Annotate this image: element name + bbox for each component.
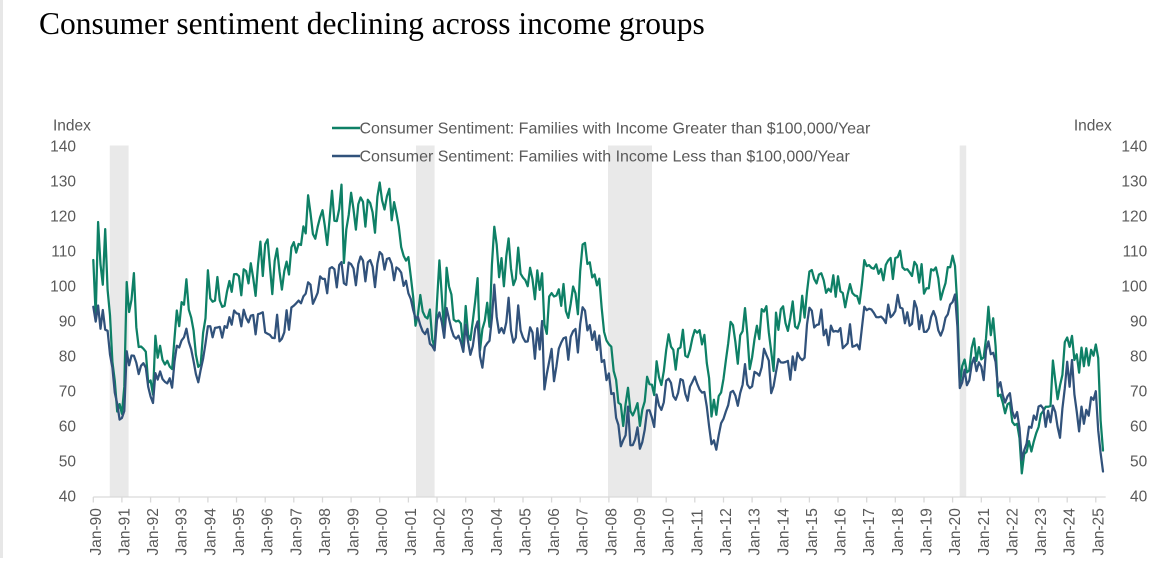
svg-text:50: 50 xyxy=(59,454,77,471)
svg-text:90: 90 xyxy=(59,314,77,331)
svg-text:Jan-95: Jan-95 xyxy=(231,508,248,555)
svg-text:Jan-94: Jan-94 xyxy=(202,508,219,556)
svg-text:120: 120 xyxy=(1121,209,1147,226)
svg-text:Jan-07: Jan-07 xyxy=(575,508,592,555)
svg-text:Jan-90: Jan-90 xyxy=(88,508,105,556)
svg-text:Jan-96: Jan-96 xyxy=(260,508,277,555)
svg-text:40: 40 xyxy=(1130,489,1148,506)
svg-text:Index: Index xyxy=(1074,118,1112,135)
svg-text:80: 80 xyxy=(59,349,77,366)
svg-text:Jan-15: Jan-15 xyxy=(804,508,821,555)
svg-text:130: 130 xyxy=(1121,174,1147,191)
svg-text:Jan-05: Jan-05 xyxy=(518,508,535,555)
svg-text:Jan-20: Jan-20 xyxy=(947,508,964,556)
svg-text:70: 70 xyxy=(59,384,77,401)
svg-text:Jan-92: Jan-92 xyxy=(145,508,162,555)
svg-text:Jan-19: Jan-19 xyxy=(919,508,936,555)
svg-text:Consumer Sentiment: Families w: Consumer Sentiment: Families with Income… xyxy=(360,149,851,166)
svg-text:Jan-02: Jan-02 xyxy=(432,508,449,555)
svg-text:Jan-17: Jan-17 xyxy=(861,508,878,555)
svg-text:100: 100 xyxy=(1121,279,1147,296)
svg-text:Jan-97: Jan-97 xyxy=(288,508,305,555)
svg-text:90: 90 xyxy=(1130,314,1148,331)
svg-text:Jan-13: Jan-13 xyxy=(747,508,764,555)
svg-text:Jan-93: Jan-93 xyxy=(174,508,191,555)
svg-text:Jan-00: Jan-00 xyxy=(374,508,391,556)
svg-text:Jan-06: Jan-06 xyxy=(546,508,563,555)
svg-text:60: 60 xyxy=(59,419,77,436)
svg-text:Jan-11: Jan-11 xyxy=(689,509,706,555)
svg-text:70: 70 xyxy=(1130,384,1148,401)
svg-text:Consumer sentiment declining a: Consumer sentiment declining across inco… xyxy=(39,6,705,41)
svg-text:110: 110 xyxy=(1123,244,1148,261)
svg-text:100: 100 xyxy=(50,279,76,296)
svg-text:Jan-01: Jan-01 xyxy=(403,508,420,555)
svg-text:40: 40 xyxy=(59,489,77,506)
svg-text:Jan-91: Jan-91 xyxy=(116,508,133,555)
svg-text:Jan-03: Jan-03 xyxy=(460,508,477,555)
svg-text:Jan-14: Jan-14 xyxy=(775,508,792,556)
svg-text:Jan-08: Jan-08 xyxy=(603,508,620,555)
svg-text:Index: Index xyxy=(53,118,91,135)
svg-text:Jan-24: Jan-24 xyxy=(1062,508,1079,556)
svg-text:140: 140 xyxy=(50,139,76,156)
svg-text:Jan-99: Jan-99 xyxy=(346,508,363,555)
svg-text:Jan-22: Jan-22 xyxy=(1004,508,1021,555)
svg-text:50: 50 xyxy=(1130,454,1148,471)
svg-text:Jan-21: Jan-21 xyxy=(976,508,993,555)
svg-text:110: 110 xyxy=(51,244,76,261)
svg-text:120: 120 xyxy=(50,209,76,226)
svg-text:Jan-04: Jan-04 xyxy=(489,508,506,556)
svg-text:130: 130 xyxy=(50,174,76,191)
svg-text:140: 140 xyxy=(1121,139,1147,156)
svg-text:Jan-09: Jan-09 xyxy=(632,508,649,555)
svg-text:Jan-12: Jan-12 xyxy=(718,508,735,555)
svg-text:60: 60 xyxy=(1130,419,1148,436)
svg-text:80: 80 xyxy=(1130,349,1148,366)
svg-text:Jan-25: Jan-25 xyxy=(1090,508,1107,555)
svg-text:Jan-98: Jan-98 xyxy=(317,508,334,555)
svg-text:Jan-23: Jan-23 xyxy=(1033,508,1050,555)
svg-text:Jan-10: Jan-10 xyxy=(661,508,678,556)
svg-text:Jan-18: Jan-18 xyxy=(890,508,907,555)
svg-text:Consumer Sentiment: Families w: Consumer Sentiment: Families with Income… xyxy=(360,121,871,138)
svg-text:Jan-16: Jan-16 xyxy=(833,508,850,555)
